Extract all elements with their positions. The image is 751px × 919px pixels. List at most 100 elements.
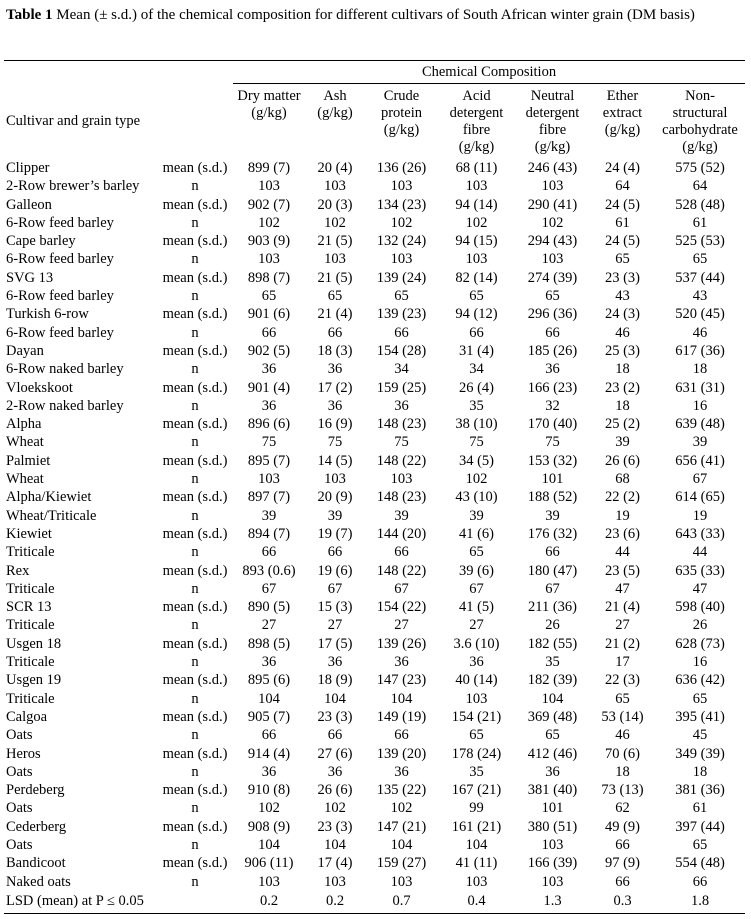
row-label-cell: Perdeberg bbox=[6, 782, 65, 799]
value-cell: 631 (31) bbox=[675, 379, 725, 396]
value-cell: 656 (41) bbox=[675, 452, 725, 469]
value-cell: 104 bbox=[324, 690, 346, 707]
row-label-cell: Triticale bbox=[6, 654, 55, 671]
value-cell: 67 bbox=[394, 580, 409, 597]
table-row: 2-Row naked barley n 36 36 36 35 32 18 16 bbox=[4, 397, 745, 415]
value-cell: 44 bbox=[615, 544, 630, 561]
value-cell: 636 (42) bbox=[675, 672, 725, 689]
value-cell: 66 bbox=[545, 544, 560, 561]
value-cell: 45 bbox=[692, 727, 708, 744]
value-cell: 64 bbox=[692, 178, 708, 195]
value-cell: 36 bbox=[394, 397, 409, 414]
stat-type-cell: mean (s.d.) bbox=[162, 708, 228, 725]
value-cell: 46 bbox=[692, 324, 708, 341]
value-cell: 147 (23) bbox=[376, 672, 427, 689]
value-cell: 41 (11) bbox=[455, 855, 498, 872]
value-cell: 66 bbox=[615, 873, 630, 890]
value-cell: 67 bbox=[545, 580, 560, 597]
value-cell: 18 bbox=[615, 361, 630, 378]
stat-type-cell: mean (s.d.) bbox=[162, 196, 228, 213]
value-cell: 36 bbox=[261, 763, 277, 780]
value-cell: 66 bbox=[615, 836, 630, 853]
value-cell: 67 bbox=[261, 580, 277, 597]
value-cell: 97 (9) bbox=[604, 855, 641, 872]
value-cell: 894 (7) bbox=[247, 525, 291, 542]
value-cell: 103 bbox=[258, 471, 280, 488]
table-row: Triticale n 27 27 27 27 26 27 26 bbox=[4, 616, 745, 634]
row-label-cell: 6-Row feed barley bbox=[6, 288, 114, 305]
stat-type-cell: mean (s.d.) bbox=[162, 562, 228, 579]
table-row: Bandicoot mean (s.d.) 906 (11) 17 (4) 159 (2… bbox=[4, 854, 745, 872]
value-cell: 139 (23) bbox=[376, 306, 427, 323]
table-row: 6-Row feed barley n 65 65 65 65 65 43 43 bbox=[4, 287, 745, 305]
value-cell: 35 bbox=[469, 397, 484, 414]
column-header-line: fibre bbox=[462, 122, 491, 138]
column-header-line: (g/kg) bbox=[458, 139, 495, 155]
value-cell: 75 bbox=[261, 434, 277, 451]
value-cell: 24 (4) bbox=[604, 160, 641, 176]
table-row: Oats n 104 104 104 104 103 66 65 bbox=[4, 836, 745, 854]
row-label-cell: Rex bbox=[6, 562, 30, 579]
row-label-cell: Triticale bbox=[6, 617, 55, 634]
row-label-cell: Bandicoot bbox=[6, 855, 66, 872]
value-cell: 103 bbox=[258, 873, 280, 890]
value-cell: 144 (20) bbox=[376, 525, 427, 542]
value-cell: 101 bbox=[541, 800, 564, 817]
table-row: 6-Row naked barley n 36 36 34 34 36 18 18 bbox=[4, 360, 745, 378]
value-cell: 101 bbox=[541, 471, 564, 488]
column-header: Acid detergent fibre (g/kg) bbox=[438, 84, 515, 160]
value-cell: 103 bbox=[541, 836, 564, 853]
table-row: 2-Row brewer’s barley n 103 103 103 103 103 64 6… bbox=[4, 177, 745, 195]
value-cell: 23 (3) bbox=[317, 708, 353, 725]
value-cell: 153 (32) bbox=[527, 452, 578, 469]
row-label-cell: Heros bbox=[6, 745, 41, 762]
value-cell: 18 bbox=[615, 397, 630, 414]
value-cell: 66 bbox=[394, 727, 409, 744]
stat-type-cell: mean (s.d.) bbox=[162, 818, 228, 835]
value-cell: 19 (6) bbox=[317, 562, 353, 579]
value-cell: 182 (39) bbox=[527, 672, 578, 689]
value-cell: 68 (11) bbox=[455, 160, 498, 176]
table-row: Usgen 19 mean (s.d.) 895 (6) 18 (9) 147 (23)… bbox=[4, 671, 745, 689]
value-cell: 39 bbox=[394, 507, 409, 524]
value-cell: 36 bbox=[545, 361, 560, 378]
stat-type-cell: n bbox=[191, 397, 199, 414]
column-header-line: Neutral bbox=[530, 88, 575, 104]
column-header-line: detergent bbox=[449, 105, 504, 121]
value-cell: 134 (23) bbox=[376, 196, 427, 213]
table-row: Alpha mean (s.d.) 896 (6) 16 (9) 148 (23) 38 … bbox=[4, 415, 745, 433]
value-cell: 628 (73) bbox=[675, 635, 725, 652]
group-header: Chemical Composition bbox=[233, 60, 746, 84]
row-label-cell: 6-Row naked barley bbox=[6, 361, 124, 378]
value-cell: 18 bbox=[692, 361, 708, 378]
value-cell: 104 bbox=[258, 836, 280, 853]
column-header-line: (g/kg) bbox=[251, 105, 287, 121]
value-cell: 75 bbox=[394, 434, 409, 451]
value-cell: 180 (47) bbox=[527, 562, 578, 579]
stat-type-cell: mean (s.d.) bbox=[162, 306, 228, 323]
value-cell: 36 bbox=[261, 654, 277, 671]
table-row: SCR 13 mean (s.d.) 890 (5) 15 (3) 154 (22) 41… bbox=[4, 598, 745, 616]
value-cell: 21 (5) bbox=[317, 233, 353, 250]
value-cell: 575 (52) bbox=[675, 160, 725, 176]
value-cell: 380 (51) bbox=[527, 818, 578, 835]
row-label-cell: Oats bbox=[6, 836, 33, 853]
value-cell: 103 bbox=[324, 178, 346, 195]
value-cell: 75 bbox=[545, 434, 560, 451]
column-header-line: Crude bbox=[383, 88, 420, 104]
value-cell: 102 bbox=[258, 800, 280, 817]
value-cell: 102 bbox=[390, 214, 413, 231]
value-cell: 617 (36) bbox=[675, 342, 725, 359]
value-cell: 39 bbox=[469, 507, 484, 524]
value-cell: 19 bbox=[692, 507, 708, 524]
lsd-value: 0.7 bbox=[365, 890, 438, 914]
column-header-line: (g/kg) bbox=[534, 139, 571, 155]
stat-type-cell: n bbox=[191, 361, 199, 378]
stat-type-cell: mean (s.d.) bbox=[162, 525, 228, 542]
lsd-value: 0.3 bbox=[590, 890, 655, 914]
table-row: Oats n 36 36 36 35 36 18 18 bbox=[4, 763, 745, 781]
header-group-row: Chemical Composition bbox=[4, 60, 746, 84]
value-cell: 102 bbox=[541, 214, 564, 231]
value-cell: 102 bbox=[258, 214, 280, 231]
value-cell: 902 (7) bbox=[247, 196, 291, 213]
